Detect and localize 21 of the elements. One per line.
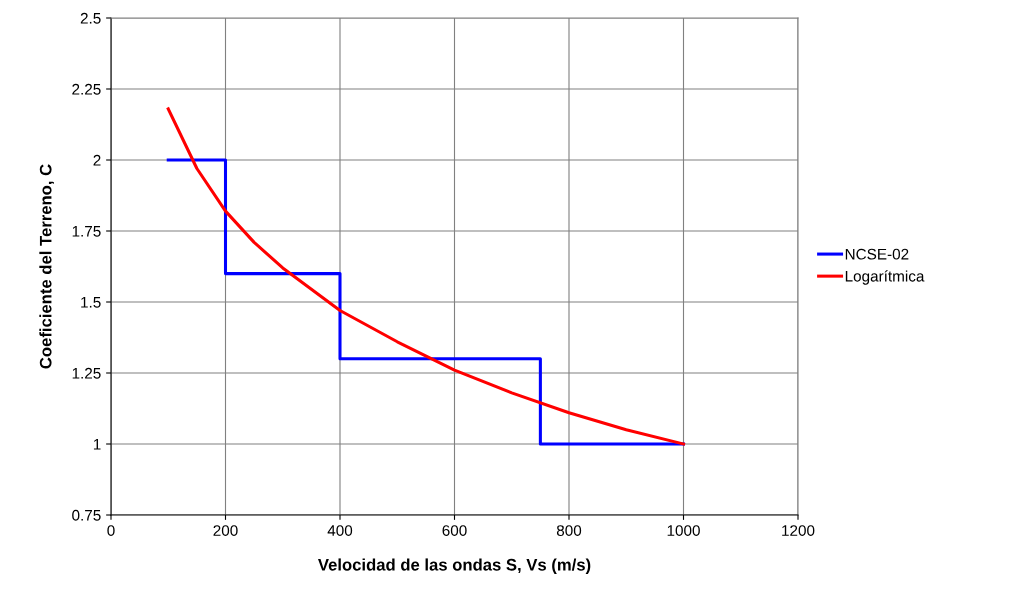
x-tick-label: 800 (556, 525, 582, 536)
y-tick-label: 2 (93, 154, 101, 166)
y-tick-label: 1 (93, 439, 101, 450)
line-series (166, 158, 686, 446)
x-tick-label: 600 (442, 525, 467, 536)
y-tick-label: 1.25 (72, 367, 101, 379)
y-tick-label: 1.75 (72, 226, 101, 237)
x-tick-label: 1200 (782, 525, 815, 536)
y-tick-label: 2.25 (72, 83, 101, 95)
y-tick-label: 2.5 (80, 12, 101, 24)
x-tick-label: 200 (213, 525, 238, 536)
legend-label: Logarítmica (845, 270, 925, 285)
y-tick-label: 0.75 (72, 509, 101, 521)
x-axis-title: Velocidad de las ondas S, Vs (m/s) (318, 558, 591, 574)
legend-label: NCSE-02 (845, 248, 909, 260)
line-series (166, 107, 686, 446)
x-tick-label: 400 (327, 525, 353, 536)
x-tick-label: 0 (107, 525, 115, 536)
x-tick-label: 1000 (667, 525, 700, 536)
y-tick-label: 1.5 (81, 297, 101, 308)
y-axis-title: Coeficiente del Terreno, C (39, 164, 54, 369)
